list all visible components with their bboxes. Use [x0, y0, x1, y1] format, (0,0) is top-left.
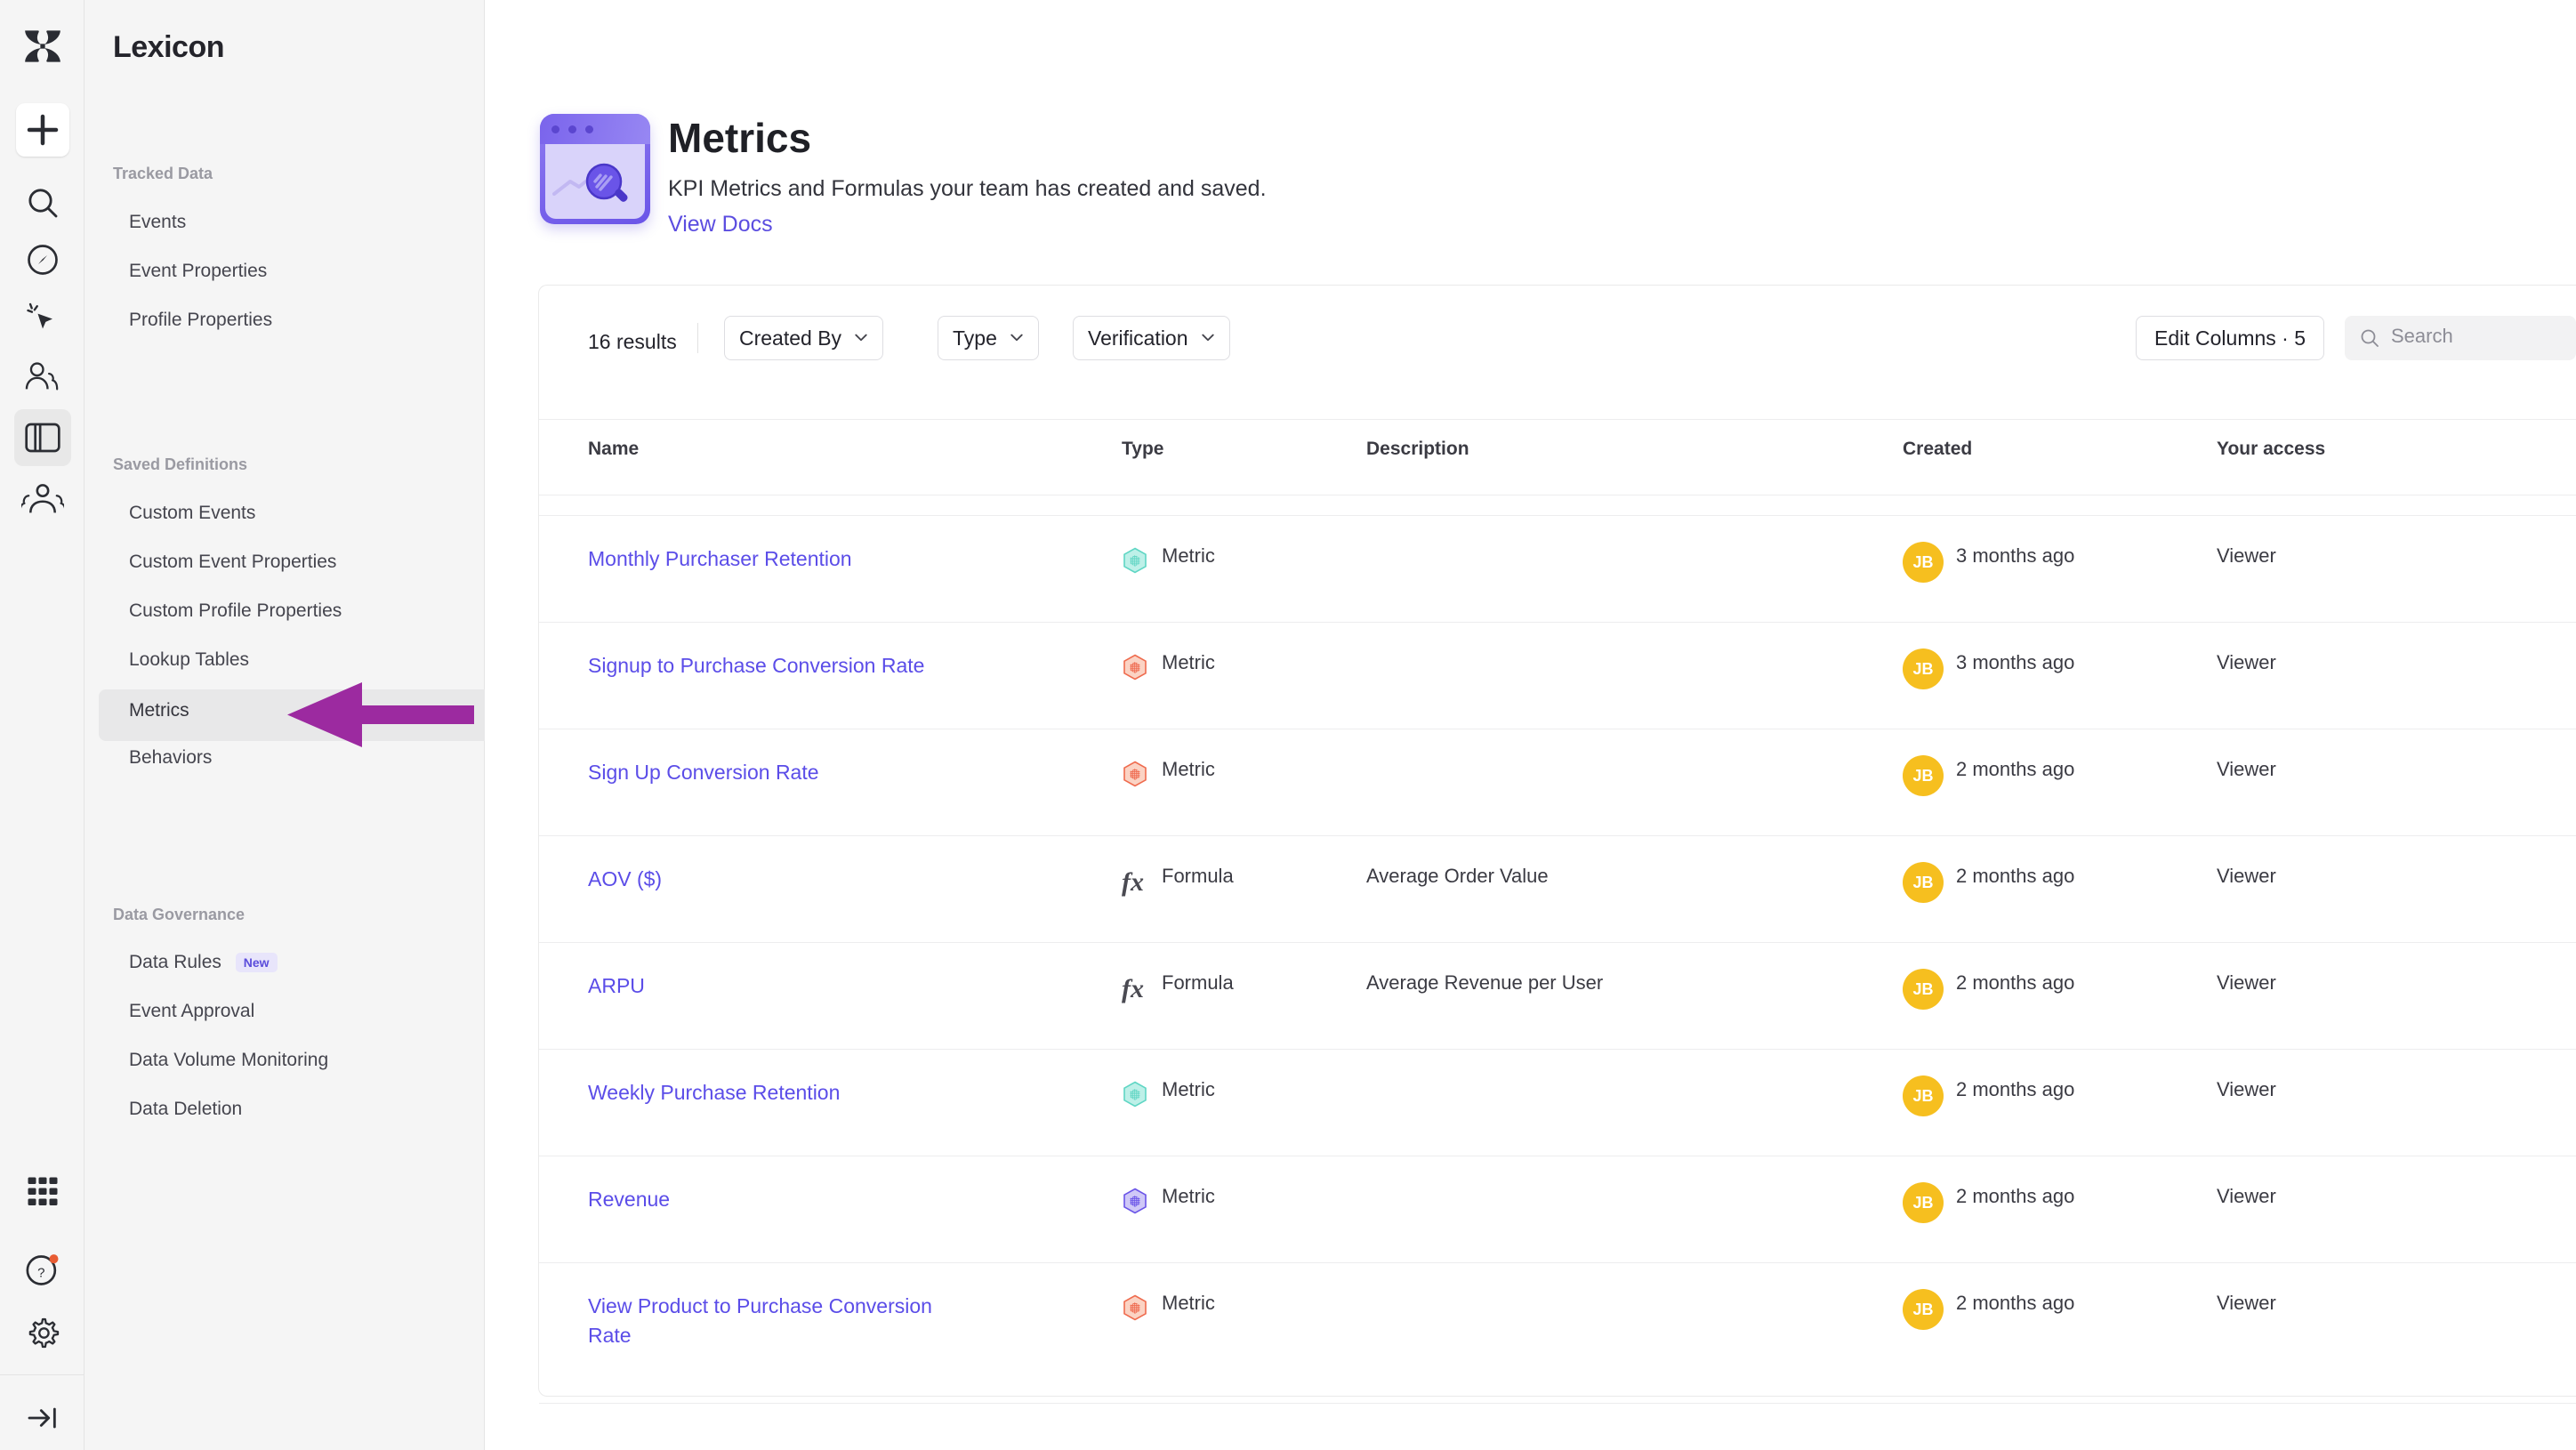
- svg-text:?: ?: [37, 1266, 44, 1281]
